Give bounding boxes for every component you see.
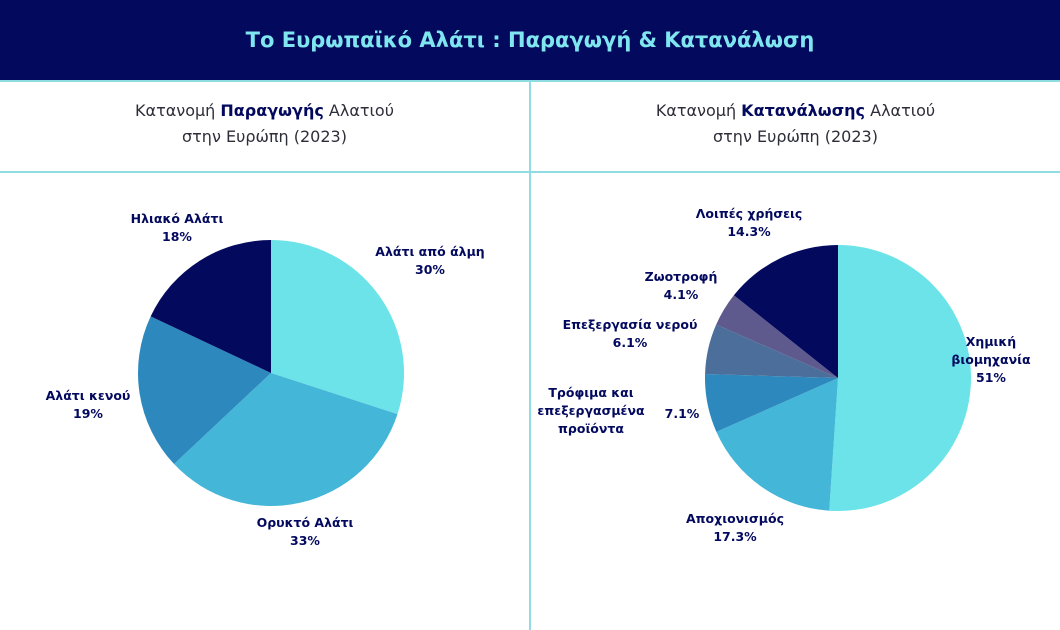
slice-label-consumption-0: Χημική βιομηχανία 51%	[951, 334, 1031, 385]
right-chart-title: Κατανομή Κατανάλωσης Αλατιού στην Ευρώπη…	[655, 101, 936, 146]
slice-label-production-2: Αλάτι κενού 19%	[46, 388, 131, 421]
divider-vertical	[529, 80, 531, 630]
pie-slice-production-0	[271, 240, 404, 415]
header-banner: Το Ευρωπαϊκό Αλάτι : Παραγωγή & Κατανάλω…	[0, 0, 1060, 80]
page-title: Το Ευρωπαϊκό Αλάτι : Παραγωγή & Κατανάλω…	[245, 28, 815, 52]
slice-label-consumption-1: Αποχιονισμός 17.3%	[686, 511, 784, 544]
slice-label-production-1: Ορυκτό Αλάτι 33%	[257, 515, 354, 548]
pie-slice-consumption-0	[829, 245, 971, 511]
slice-label-consumption-3: Επεξεργασία νερού 6.1%	[563, 317, 698, 350]
pie-slice-consumption-1	[716, 378, 838, 511]
left-chart-title: Κατανομή Παραγωγής Αλατιού στην Ευρώπη (…	[135, 101, 394, 146]
pie-slice-production-1	[174, 373, 398, 506]
slice-label-consumption-2: Τρόφιμα και επεξεργασμένα προϊόντα	[537, 385, 645, 436]
pie-slice-consumption-3	[705, 324, 838, 378]
slice-label-production-3: Ηλιακό Αλάτι 18%	[131, 211, 224, 244]
slice-label-consumption-4: Ζωοτροφή 4.1%	[645, 269, 718, 302]
slice-value-consumption-2: 7.1%	[665, 406, 700, 421]
pie-slice-consumption-5	[733, 245, 838, 378]
pie-slice-consumption-2	[705, 374, 838, 432]
pie-slice-production-3	[150, 240, 271, 373]
slice-label-consumption-5: Λοιπές χρήσεις 14.3%	[696, 206, 803, 239]
slice-label-production-0: Αλάτι από άλμη 30%	[375, 244, 484, 277]
pie-slice-production-2	[138, 316, 271, 465]
pie-slice-consumption-4	[716, 295, 838, 378]
